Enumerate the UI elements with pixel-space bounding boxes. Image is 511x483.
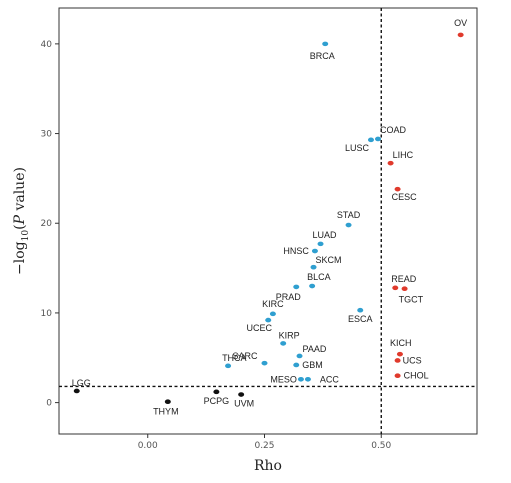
- label-kirc: KIRC: [262, 299, 284, 309]
- label-kirp: KIRP: [279, 330, 300, 340]
- label-coad: COAD: [380, 125, 407, 135]
- label-lihc: LIHC: [393, 150, 414, 160]
- plot-frame: [58, 7, 478, 435]
- label-lusc: LUSC: [345, 143, 370, 153]
- point-pcpg: [213, 389, 220, 395]
- label-ucs: UCS: [403, 355, 422, 365]
- point-stad: [345, 222, 352, 228]
- label-gbm: GBM: [302, 360, 323, 370]
- point-coad: [374, 136, 381, 142]
- y-tick-label: 30: [41, 130, 53, 140]
- label-meso: MESO: [270, 374, 297, 384]
- point-kirc: [269, 311, 276, 317]
- point-tgct: [401, 286, 408, 292]
- point-lusc: [367, 137, 374, 143]
- label-chol: CHOL: [404, 371, 429, 381]
- point-kirp: [280, 341, 287, 346]
- y-tick-label: 40: [41, 40, 53, 50]
- point-kich: [396, 351, 403, 357]
- point-brca: [322, 41, 329, 47]
- point-ucs: [394, 358, 401, 363]
- y-tick-label: 0: [46, 399, 52, 409]
- label-blca: BLCA: [307, 272, 331, 282]
- x-tick-label: 0.50: [371, 441, 391, 451]
- label-ov: OV: [454, 18, 467, 28]
- label-stad: STAD: [337, 210, 361, 220]
- point-esca: [357, 307, 364, 313]
- x-tick-label: 0.00: [138, 441, 158, 451]
- label-prad: PRAD: [276, 292, 302, 302]
- point-gbm: [293, 362, 300, 368]
- x-axis-title: Rho: [254, 458, 282, 474]
- point-ucec: [265, 317, 272, 323]
- label-tgct: TGCT: [399, 295, 424, 305]
- point-thym: [164, 399, 171, 405]
- label-paad: PAAD: [303, 344, 327, 354]
- point-acc: [304, 376, 311, 382]
- point-meso: [297, 376, 304, 382]
- label-brca: BRCA: [310, 51, 335, 61]
- label-uvm: UVM: [234, 399, 254, 409]
- data-points: [73, 32, 464, 405]
- point-ov: [457, 32, 464, 38]
- point-lgg: [73, 388, 80, 394]
- label-pcpg: PCPG: [204, 396, 230, 406]
- label-esca: ESCA: [348, 314, 373, 324]
- point-uvm: [238, 392, 245, 397]
- label-hnsc: HNSC: [283, 246, 309, 256]
- reference-lines: [59, 8, 477, 434]
- label-ucec: UCEC: [246, 323, 272, 333]
- axis-ticks: 0.00 0.25 0.50 0 10 20 30 40: [41, 40, 392, 451]
- y-tick-label: 20: [41, 219, 53, 229]
- point-labels: OV BRCA COAD LUSC LIHC CESC STAD LUAD HNSC SKCM BL…: [72, 18, 467, 417]
- label-thca: THCA: [222, 353, 247, 363]
- point-thca: [225, 363, 232, 369]
- label-read: READ: [391, 274, 417, 284]
- y-tick-label: 10: [41, 309, 53, 319]
- point-chol: [394, 373, 401, 379]
- point-blca: [309, 283, 316, 289]
- point-lihc: [387, 160, 394, 166]
- label-lgg: LGG: [72, 378, 91, 388]
- label-luad: LUAD: [313, 230, 338, 240]
- label-cesc: CESC: [392, 192, 418, 202]
- point-prad: [293, 284, 300, 290]
- point-cesc: [394, 186, 401, 192]
- label-kich: KICH: [390, 338, 412, 348]
- point-luad: [317, 241, 324, 247]
- label-skcm: SKCM: [316, 255, 342, 265]
- point-read: [392, 285, 399, 291]
- label-acc: ACC: [320, 374, 340, 384]
- point-paad: [296, 353, 303, 359]
- label-sarc: SARC: [232, 351, 258, 361]
- label-thym: THYM: [153, 407, 179, 417]
- point-skcm: [310, 264, 317, 270]
- x-tick-label: 0.25: [254, 441, 274, 451]
- y-axis-title: −log10(P value): [12, 167, 31, 275]
- point-hnsc: [311, 248, 318, 254]
- point-sarc: [261, 360, 268, 366]
